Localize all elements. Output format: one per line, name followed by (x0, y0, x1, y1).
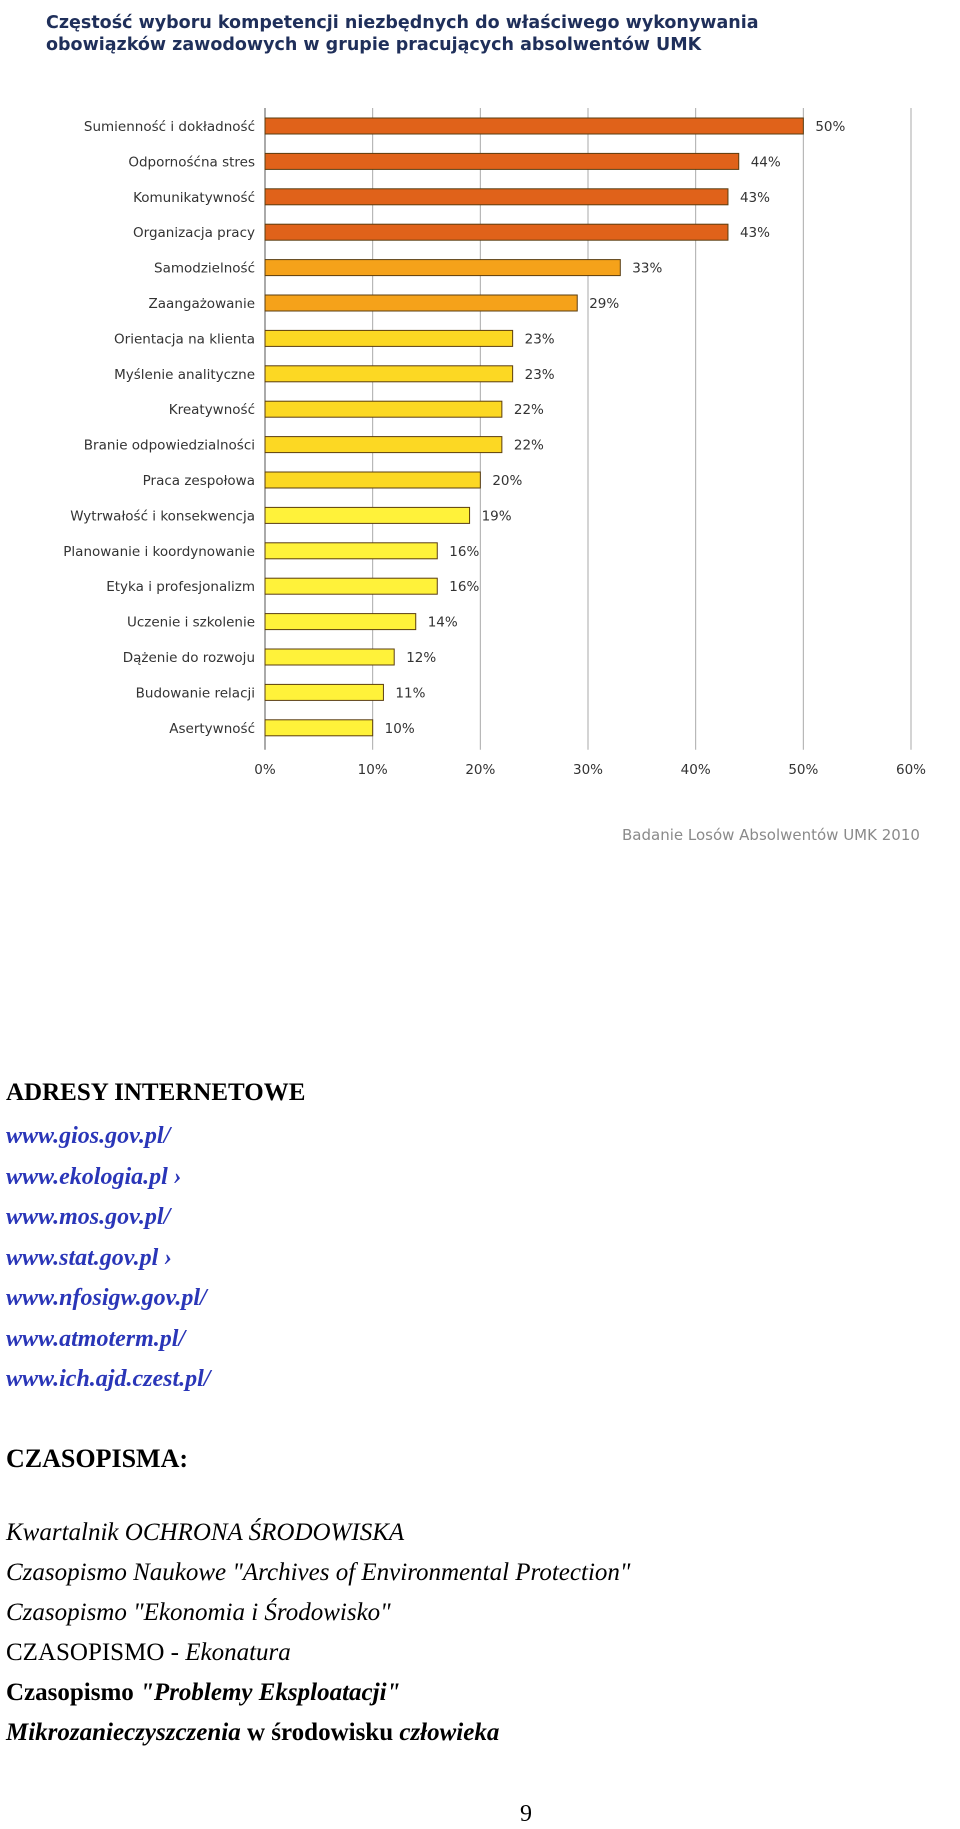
category-label: Sumienność i dokładność (84, 119, 255, 135)
value-label: 44% (751, 154, 781, 170)
category-label: Etyka i profesjonalizm (106, 579, 255, 595)
category-label: Uczenie i szkolenie (127, 615, 255, 631)
bar (264, 365, 514, 383)
website-link[interactable]: www.mos.gov.pl/ (6, 1204, 171, 1230)
bar (264, 577, 438, 595)
value-label: 11% (395, 685, 425, 701)
x-tick-label: 0% (254, 762, 276, 778)
category-label: Samodzielność (154, 261, 255, 277)
x-tick-label: 50% (788, 762, 818, 778)
bar (264, 152, 740, 170)
bar (264, 613, 417, 631)
bar (264, 188, 729, 206)
page-number: 9 (520, 1801, 532, 1827)
category-label: Budowanie relacji (136, 685, 255, 701)
category-label: Zaangażowanie (149, 296, 255, 312)
x-tick-label: 30% (573, 762, 603, 778)
value-label: 23% (525, 367, 555, 383)
value-label: 16% (449, 544, 479, 560)
website-link-list: www.gios.gov.pl/ www.ekologia.pl › www.m… (6, 1116, 210, 1400)
journal-item: Czasopismo "Ekonomia i Środowisko" (6, 1599, 391, 1626)
chart-source-note: Badanie Losów Absolwentów UMK 2010 (622, 826, 920, 844)
value-label: 43% (740, 190, 770, 206)
competence-bar-chart: 0% 10% 20% 30% 40% 50% 60% Sumienność i dokładn… (63, 108, 926, 778)
journal-name-part: człowieka (399, 1719, 500, 1746)
value-label: 50% (815, 119, 845, 135)
website-link[interactable]: www.ich.ajd.czest.pl/ (6, 1366, 211, 1392)
bar (264, 719, 374, 737)
chart-bars (264, 117, 804, 737)
bar (264, 259, 621, 277)
bar (264, 223, 729, 241)
x-tick-label: 20% (465, 762, 495, 778)
journal-item: Kwartalnik OCHRONA ŚRODOWISKA (6, 1519, 405, 1546)
value-label: 12% (406, 650, 436, 666)
value-label: 19% (482, 508, 512, 524)
journal-item: Czasopismo "Problemy Eksploatacji" (6, 1678, 400, 1708)
bar (264, 436, 503, 454)
website-link[interactable]: www.gios.gov.pl/ (6, 1123, 171, 1149)
category-label: Kreatywność (169, 402, 255, 418)
journal-prefix: CZASOPISMO - (6, 1639, 186, 1666)
category-label: Branie odpowiedzialności (84, 438, 255, 454)
value-label: 10% (385, 721, 415, 737)
x-tick-label: 10% (358, 762, 388, 778)
category-label: Orientacja na klienta (114, 331, 255, 347)
x-tick-label: 40% (681, 762, 711, 778)
journal-item: Mikrozanieczyszczenia w środowisku człow… (6, 1718, 499, 1748)
bar (264, 683, 384, 701)
website-link[interactable]: www.nfosigw.gov.pl/ (6, 1285, 207, 1311)
value-label: 14% (428, 615, 458, 631)
category-label: Planowanie i koordynowanie (63, 544, 255, 560)
bar (264, 648, 395, 666)
value-label: 22% (514, 402, 544, 418)
bar (264, 117, 804, 135)
website-link[interactable]: www.atmoterm.pl/ (6, 1325, 186, 1352)
bar (264, 294, 578, 312)
journal-name: "Problemy Eksploatacji" (140, 1679, 401, 1706)
category-label: Myślenie analityczne (114, 367, 255, 383)
category-label: Dążenie do rozwoju (123, 650, 255, 666)
bar (264, 542, 438, 560)
category-label: Wytrwałość i konsekwencja (70, 508, 255, 524)
category-label: Komunikatywność (133, 190, 255, 206)
journal-item: CZASOPISMO - Ekonatura (6, 1638, 291, 1668)
category-label: Odpornośćna stres (128, 154, 255, 170)
bar (264, 506, 471, 524)
journal-item: Czasopismo Naukowe "Archives of Environm… (6, 1559, 631, 1586)
value-label: 29% (589, 296, 619, 312)
journal-name-part: w środowisku (240, 1719, 400, 1746)
category-label: Asertywność (169, 721, 255, 737)
value-label: 16% (449, 579, 479, 595)
value-label: 43% (740, 225, 770, 241)
value-label: 22% (514, 438, 544, 454)
journal-name: Ekonatura (185, 1639, 291, 1666)
chart-labels: 0% 10% 20% 30% 40% 50% 60% Sumienność i dokładn… (63, 119, 926, 778)
x-tick-label: 60% (896, 762, 926, 778)
bar (264, 400, 503, 418)
category-label: Praca zespołowa (143, 473, 255, 489)
website-link[interactable]: www.ekologia.pl › (6, 1163, 182, 1190)
website-link[interactable]: www.stat.gov.pl › (6, 1244, 173, 1271)
journal-name-part: Mikrozanieczyszczenia (6, 1719, 241, 1746)
value-label: 20% (492, 473, 522, 489)
value-label: 33% (632, 261, 662, 277)
category-label: Organizacja pracy (133, 225, 255, 241)
journal-prefix: Czasopismo (6, 1679, 141, 1706)
addresses-heading: ADRESY INTERNETOWE (6, 1079, 306, 1106)
bar (264, 471, 481, 489)
chart-title: Częstość wyboru kompetencji niezbędnych … (46, 13, 759, 55)
value-label: 23% (525, 331, 555, 347)
journals-heading: CZASOPISMA: (6, 1444, 189, 1473)
chart-grid (264, 108, 912, 750)
bar (264, 329, 514, 347)
